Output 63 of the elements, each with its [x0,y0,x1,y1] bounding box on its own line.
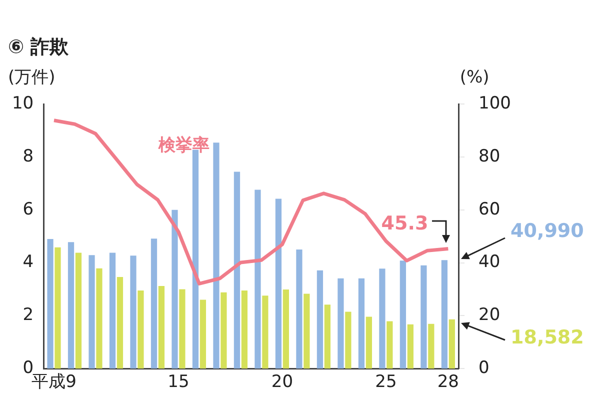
bar [338,278,344,369]
y-tick-label: 0 [22,358,34,378]
bar [420,265,427,369]
bar [316,270,324,369]
chart-title: ⑥ 詐欺 [8,35,69,60]
bar [130,256,136,369]
x-tick-label: 15 [168,372,190,392]
bar [158,286,165,369]
y-tick-label: 8 [22,146,34,166]
bar [241,290,248,369]
bar [116,277,124,369]
y2-tick-label: 80 [478,146,500,166]
bar [448,319,455,369]
bar [47,238,54,369]
bar [150,238,158,369]
x-tick-label: 平成9 [32,372,76,392]
y-tick-label: 2 [22,305,34,326]
bar [275,198,282,369]
x-tick-label: 20 [271,372,294,392]
bar [400,260,406,369]
bar [282,289,290,369]
bar [358,278,365,369]
bar [262,296,268,369]
bar [109,252,116,369]
bar [254,190,261,369]
x-tick-label: 25 [375,372,397,392]
text: 18,582 [510,326,584,348]
bar [234,172,240,369]
y2-tick-label: 40 [478,252,500,272]
x-tick-label: 28 [437,372,459,392]
bar [54,247,61,369]
bar [296,250,302,369]
text: 検挙率 [157,135,210,156]
y2-tick-label: 100 [478,93,512,114]
bar [75,252,82,369]
bar [324,304,330,369]
y2-tick-label: 0 [478,358,490,378]
bar [304,294,310,369]
bar [96,268,102,369]
y2-tick-label: 20 [478,305,500,326]
bar [441,260,448,369]
y-tick-label: 6 [22,199,34,220]
bar [407,324,414,369]
bar [172,210,178,369]
bar [213,142,220,369]
bar [179,289,186,369]
y2-tick-label: 60 [478,199,500,220]
text: 40,990 [510,220,584,242]
bar [386,321,393,369]
y-axis-title: (万件) [8,67,56,88]
y-tick-label: 4 [22,252,34,272]
bar [379,268,386,369]
bar [88,255,95,369]
bar [345,312,352,369]
bar [68,242,74,369]
bar [200,300,206,369]
bar [220,292,227,369]
bar [138,290,144,369]
data-label: 45.3 [381,212,428,235]
y-tick-label: 10 [12,93,34,114]
bar [428,324,434,369]
y2-axis-title: (%) [460,67,490,88]
bar [366,316,372,369]
